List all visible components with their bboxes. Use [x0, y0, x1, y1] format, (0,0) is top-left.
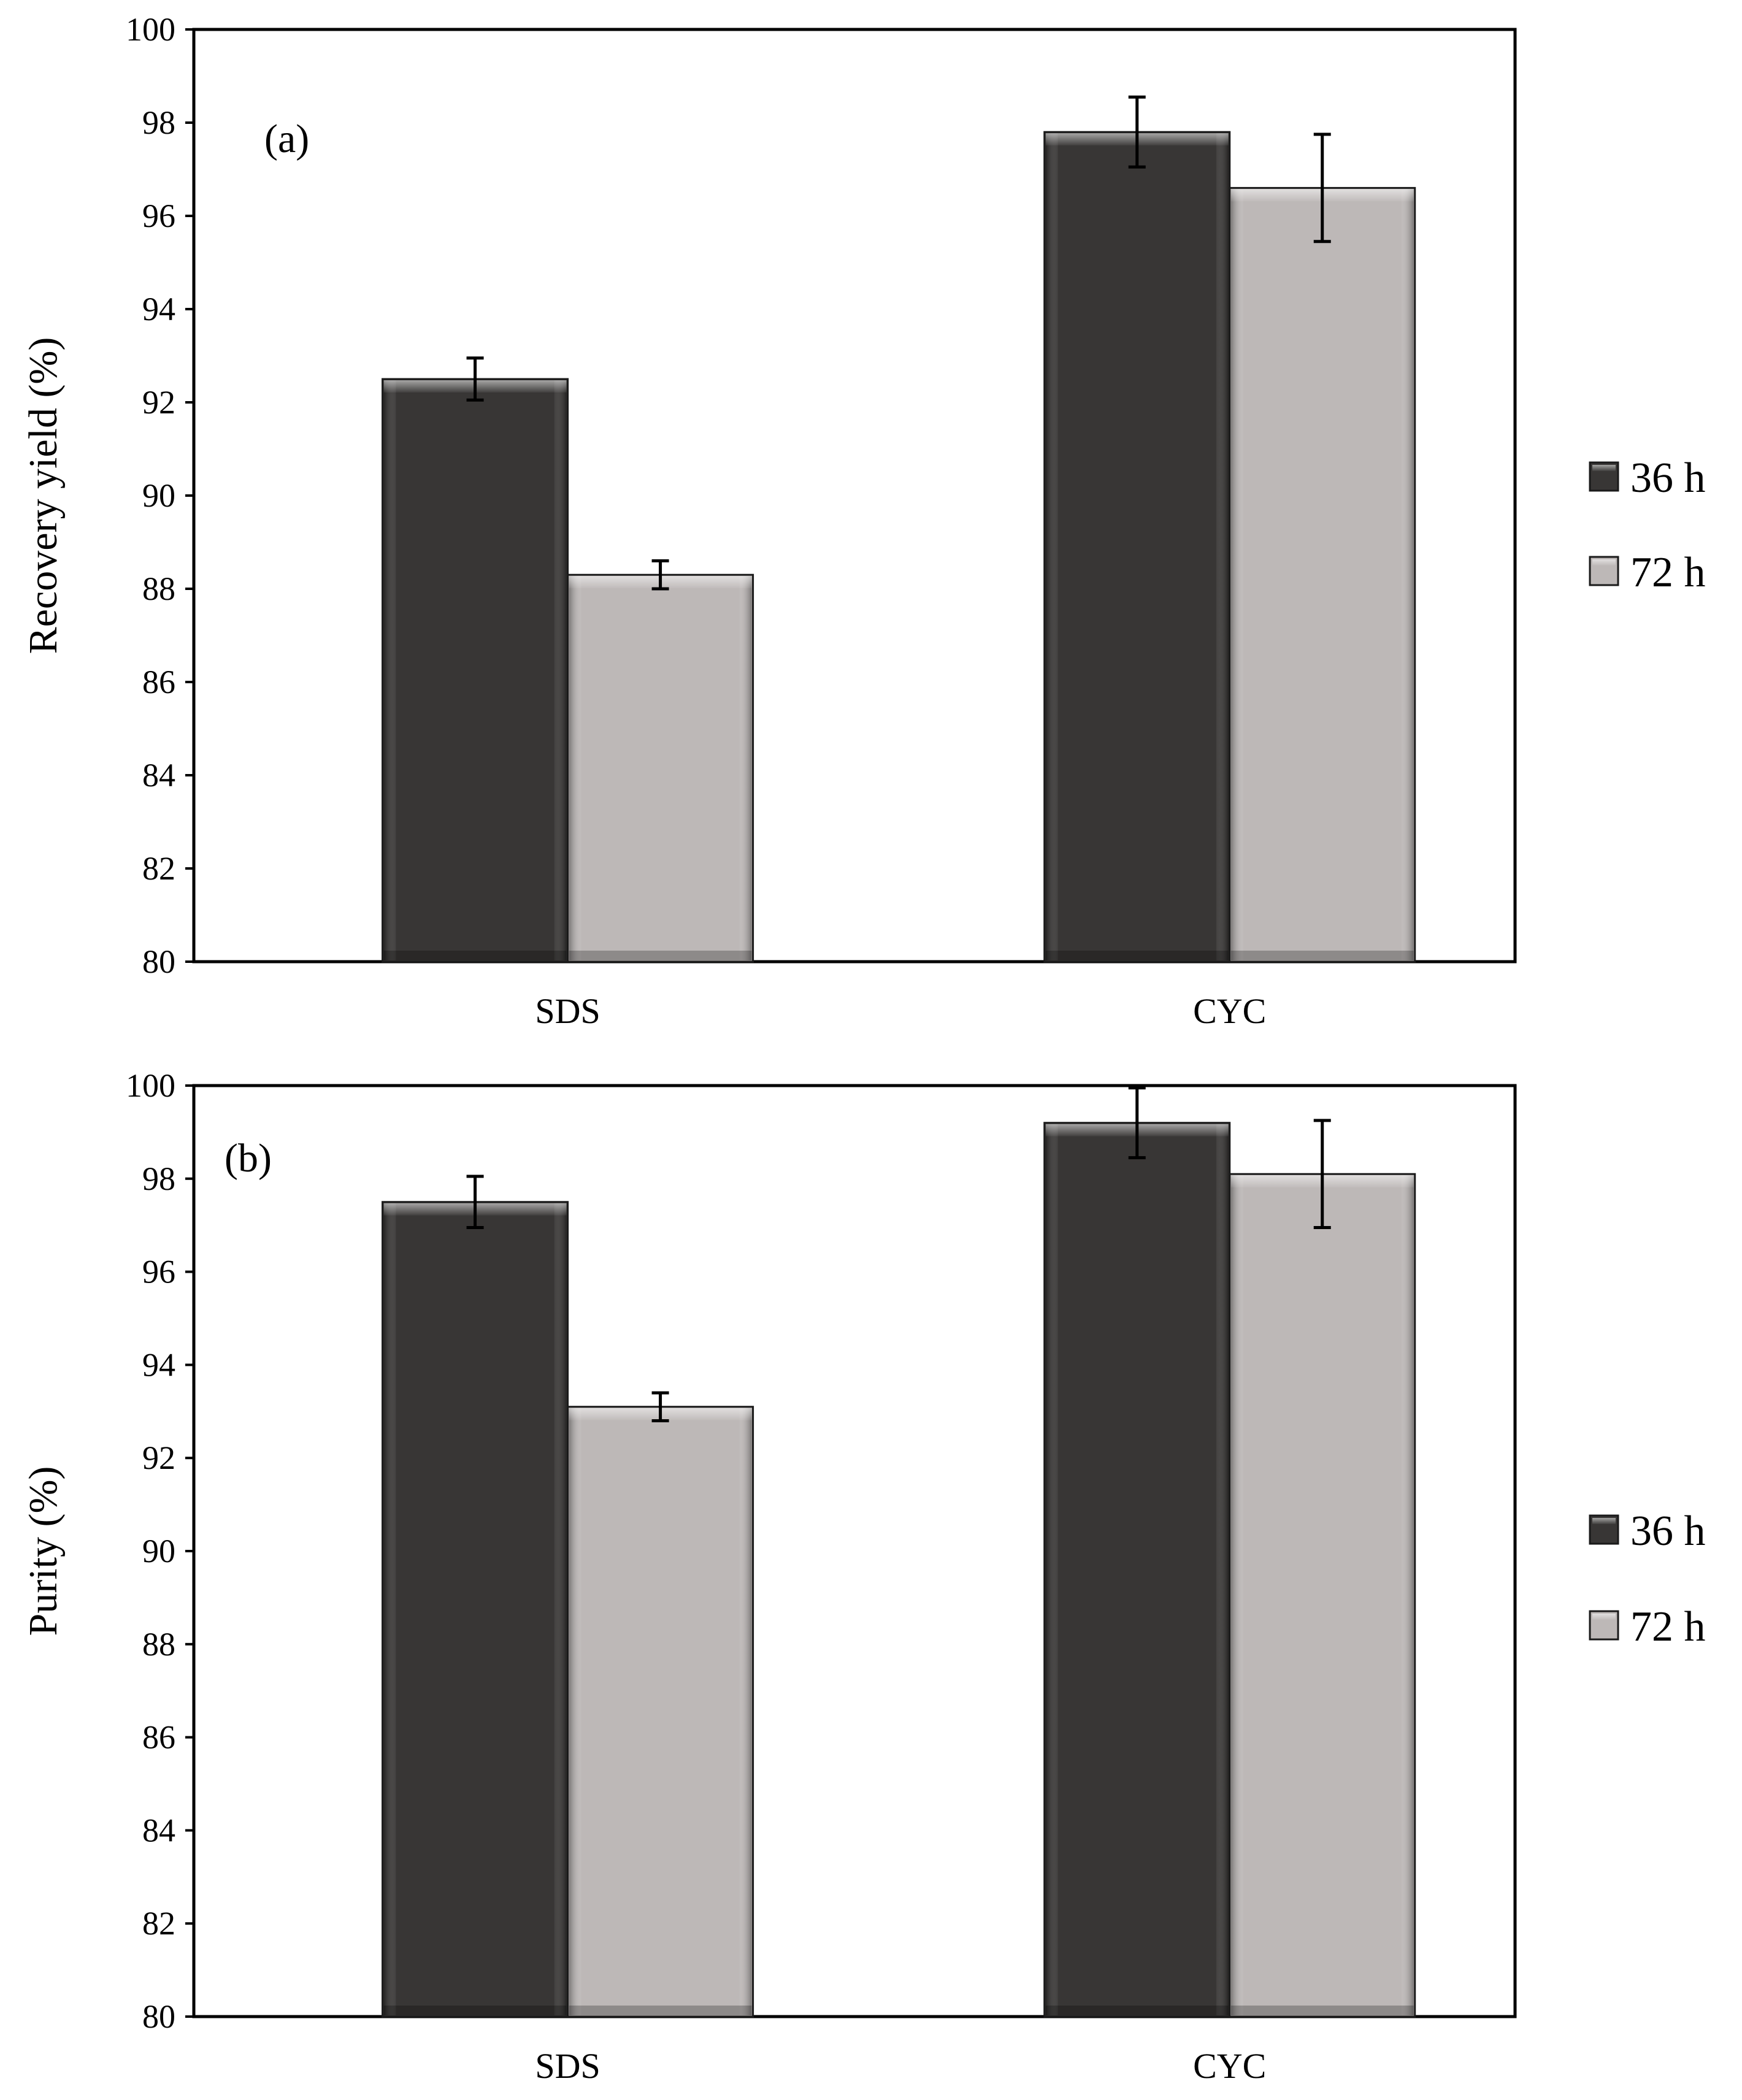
bar-bevel — [383, 1203, 396, 2015]
y-tick-label: 98 — [142, 1160, 175, 1197]
x-category-label: SDS — [535, 991, 600, 1031]
legend-swatch-bevel — [1592, 1518, 1616, 1524]
legend-label: 36 h — [1630, 1508, 1706, 1555]
legend-item: 72 h — [1589, 549, 1706, 596]
bar-bevel — [739, 1408, 752, 2015]
bar-body — [1229, 186, 1416, 963]
y-tick-label: 80 — [142, 943, 175, 980]
bar-body — [567, 573, 754, 963]
bar-body — [1043, 131, 1231, 963]
y-tick-label: 94 — [142, 1346, 175, 1383]
legend-label: 72 h — [1630, 549, 1706, 596]
legend-swatch-bevel — [1592, 559, 1616, 565]
y-tick-label: 84 — [142, 1812, 175, 1849]
legend-item: 36 h — [1589, 454, 1706, 502]
bar-bevel — [1230, 2006, 1414, 2015]
y-tick-label: 96 — [142, 1254, 175, 1290]
bar-body — [1229, 1173, 1416, 2018]
bar-bevel — [569, 1408, 581, 2015]
y-tick-label: 94 — [142, 291, 175, 328]
bar-bevel — [1216, 1124, 1229, 2015]
y-tick-label: 100 — [126, 11, 175, 48]
bar-bevel — [739, 576, 752, 960]
bar-bevel — [1045, 133, 1058, 961]
bar-bevel — [1230, 189, 1243, 960]
y-tick-label: 92 — [142, 384, 175, 421]
bar-bevel — [569, 576, 581, 960]
x-category-label: CYC — [1193, 2046, 1266, 2086]
panel-label: (b) — [224, 1136, 272, 1181]
y-tick-label: 96 — [142, 197, 175, 234]
bar-bevel — [569, 2006, 752, 2015]
y-tick-label: 86 — [142, 664, 175, 700]
legend-item: 36 h — [1589, 1508, 1706, 1555]
bar-bevel — [383, 951, 567, 960]
y-axis-title: Purity (%) — [21, 1466, 66, 1636]
bar-bevel — [554, 1203, 567, 2015]
y-tick-label: 88 — [142, 570, 175, 607]
bar-bevel — [1401, 189, 1414, 960]
bar-bevel — [383, 380, 396, 960]
bar-bevel — [1045, 951, 1229, 960]
y-tick-label: 84 — [142, 757, 175, 794]
y-tick-label: 92 — [142, 1439, 175, 1476]
y-tick-label: 100 — [126, 1067, 175, 1104]
bar-bevel — [383, 2006, 567, 2015]
y-tick-label: 98 — [142, 104, 175, 141]
y-tick-label: 82 — [142, 1905, 175, 1942]
legend-label: 72 h — [1630, 1603, 1706, 1650]
panel-label: (a) — [264, 117, 309, 161]
bar — [1229, 186, 1416, 963]
legend-swatch-bevel — [1592, 465, 1616, 471]
bar-body — [1043, 1122, 1231, 2018]
bar — [1043, 131, 1231, 963]
bar — [382, 378, 569, 963]
bar — [567, 1406, 754, 2018]
bar-body — [382, 1201, 569, 2018]
y-axis-title: Recovery yield (%) — [21, 337, 66, 654]
y-tick-label: 88 — [142, 1626, 175, 1663]
x-category-label: CYC — [1193, 991, 1266, 1031]
bar-bevel — [1045, 2006, 1229, 2015]
legend-item: 72 h — [1589, 1603, 1706, 1650]
bar — [1043, 1122, 1231, 2018]
y-tick-label: 82 — [142, 850, 175, 887]
y-tick-label: 80 — [142, 1998, 175, 2035]
panel-b: 80 82 84 86 88 90 92 94 96 98 100 Purity (%) (b) SDS C… — [21, 1067, 1706, 2086]
bar — [567, 573, 754, 963]
legend-label: 36 h — [1630, 454, 1706, 502]
bar-bevel — [569, 951, 752, 960]
bar — [382, 1201, 569, 2018]
bar-bevel — [1216, 133, 1229, 961]
bar-bevel — [554, 380, 567, 960]
bar-body — [567, 1406, 754, 2018]
bar-bevel — [1401, 1175, 1414, 2015]
bar-bevel — [1045, 1124, 1058, 2015]
bar-bevel — [1230, 1175, 1243, 2015]
bar-bevel — [1230, 951, 1414, 960]
bar-body — [382, 378, 569, 963]
y-tick-label: 90 — [142, 1533, 175, 1569]
y-tick-label: 90 — [142, 477, 175, 514]
x-category-label: SDS — [535, 2046, 600, 2086]
bar — [1229, 1173, 1416, 2018]
y-tick-label: 86 — [142, 1719, 175, 1756]
legend-swatch-bevel — [1592, 1614, 1616, 1620]
panel-a: 80 82 84 86 88 90 92 94 96 98 100 Recovery yield (%… — [21, 11, 1706, 1031]
